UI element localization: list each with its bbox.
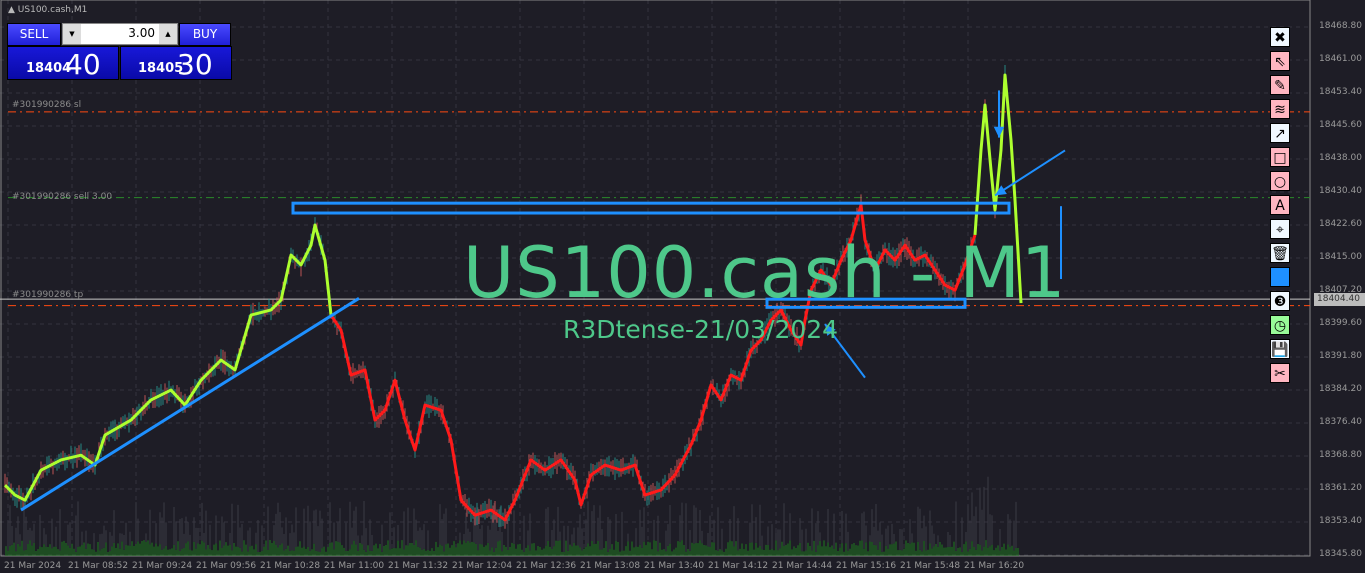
arrow-head	[995, 185, 1007, 196]
price-tick: 18430.40	[1319, 186, 1362, 196]
time-tick: 21 Mar 11:00	[324, 561, 385, 571]
lot-increase-button[interactable]: ▲	[159, 24, 177, 44]
price-tick: 18415.00	[1319, 252, 1362, 262]
trash-icon[interactable]: 🗑	[1270, 243, 1290, 263]
price-tick: 18445.60	[1319, 120, 1362, 130]
zone-rectangle	[291, 201, 1011, 215]
price-line-segment	[3, 223, 333, 502]
price-tick: 18361.20	[1319, 483, 1362, 493]
time-tick: 21 Mar 09:24	[132, 561, 193, 571]
bid-price-pips: 40	[65, 48, 101, 81]
clock-icon[interactable]: ◷	[1270, 315, 1290, 335]
arrow-line	[824, 323, 866, 379]
time-tick: 21 Mar 15:48	[900, 561, 961, 571]
buy-button[interactable]: BUY	[179, 23, 231, 46]
symbol-label: US100.cash,M1	[17, 5, 88, 15]
watermark-author: R3Dtense-21/03/2024	[563, 315, 839, 344]
rectangle-icon[interactable]: □	[1270, 147, 1290, 167]
price-tick: 18345.80	[1319, 549, 1362, 559]
time-tick: 21 Mar 12:04	[452, 561, 513, 571]
ask-price-main: 18405	[138, 61, 184, 76]
text-icon[interactable]: A	[1270, 195, 1290, 215]
drawing-toolbar: ✖ ⇖ ✎ ≋ ↗ □ ○ A ⌖ 🗑 ❸ ◷ 💾 ✂	[1270, 27, 1292, 387]
buy-price[interactable]: 18405 30	[120, 46, 232, 81]
time-tick: 21 Mar 12:36	[516, 561, 577, 571]
zone-rectangle	[765, 297, 967, 309]
label-icon[interactable]: ⌖	[1270, 219, 1290, 239]
price-tick: 18422.60	[1319, 219, 1362, 229]
lot-decrease-button[interactable]: ▼	[63, 24, 81, 44]
tp-line-label: #301990286 tp	[12, 290, 84, 300]
price-tick: 18368.80	[1319, 450, 1362, 460]
price-tick: 18376.40	[1319, 417, 1362, 427]
arrow-line	[994, 149, 1066, 197]
chart-title: ▲ US100.cash,M1	[8, 5, 88, 15]
lot-size-stepper[interactable]: ▼ ▲	[62, 23, 178, 45]
time-tick: 21 Mar 15:16	[836, 561, 897, 571]
ask-price-pips: 30	[177, 48, 213, 81]
lot-size-input[interactable]	[82, 24, 157, 42]
price-line-segment	[973, 73, 1023, 304]
time-tick: 21 Mar 13:08	[580, 561, 641, 571]
one-click-trading-panel: SELL ▼ ▲ BUY 18404 40 18405 30	[7, 23, 232, 81]
time-tick: 21 Mar 09:56	[196, 561, 257, 571]
time-tick: 21 Mar 14:44	[772, 561, 833, 571]
arrow-head	[993, 126, 1005, 138]
circle-icon[interactable]: ○	[1270, 171, 1290, 191]
price-tick: 18399.60	[1319, 318, 1362, 328]
arrow-icon[interactable]: ↗	[1270, 123, 1290, 143]
time-tick: 21 Mar 14:12	[708, 561, 769, 571]
sell-order-label: #301990286 sell 3.00	[12, 192, 113, 202]
price-tick: 18353.40	[1319, 516, 1362, 526]
cursor-icon[interactable]: ⇖	[1270, 51, 1290, 71]
price-line-segment	[329, 203, 977, 522]
time-tick: 21 Mar 11:32	[388, 561, 449, 571]
price-tick: 18438.00	[1319, 153, 1362, 163]
time-tick: 21 Mar 10:28	[260, 561, 321, 571]
save-icon[interactable]: 💾	[1270, 339, 1290, 359]
price-tick: 18453.40	[1319, 87, 1362, 97]
bid-price-main: 18404	[26, 61, 72, 76]
line-width-icon[interactable]: ❸	[1270, 291, 1290, 311]
close-icon[interactable]: ✖	[1270, 27, 1290, 47]
price-tick: 18391.80	[1319, 351, 1362, 361]
sell-price[interactable]: 18404 40	[7, 46, 119, 81]
time-tick: 21 Mar 13:40	[644, 561, 705, 571]
time-tick: 21 Mar 08:52	[68, 561, 129, 571]
watermark-symbol: US100.cash - M1	[463, 232, 1067, 314]
current-price-tag: 18404.40	[1314, 293, 1365, 306]
pencil-icon[interactable]: ✎	[1270, 75, 1290, 95]
wave-icon[interactable]: ≋	[1270, 99, 1290, 119]
color-swatch-icon[interactable]	[1270, 267, 1290, 287]
arrow-head	[825, 324, 836, 336]
time-tick: 21 Mar 16:20	[964, 561, 1025, 571]
sell-button[interactable]: SELL	[7, 23, 61, 46]
sl-line-label: #301990286 sl	[12, 100, 82, 110]
price-tick: 18461.00	[1319, 54, 1362, 64]
price-tick: 18468.80	[1319, 21, 1362, 31]
scissors-icon[interactable]: ✂	[1270, 363, 1290, 383]
time-tick: 21 Mar 2024	[4, 561, 62, 571]
trend-line	[20, 297, 360, 512]
price-tick: 18407.20	[1319, 285, 1362, 295]
price-tick: 18384.20	[1319, 384, 1362, 394]
